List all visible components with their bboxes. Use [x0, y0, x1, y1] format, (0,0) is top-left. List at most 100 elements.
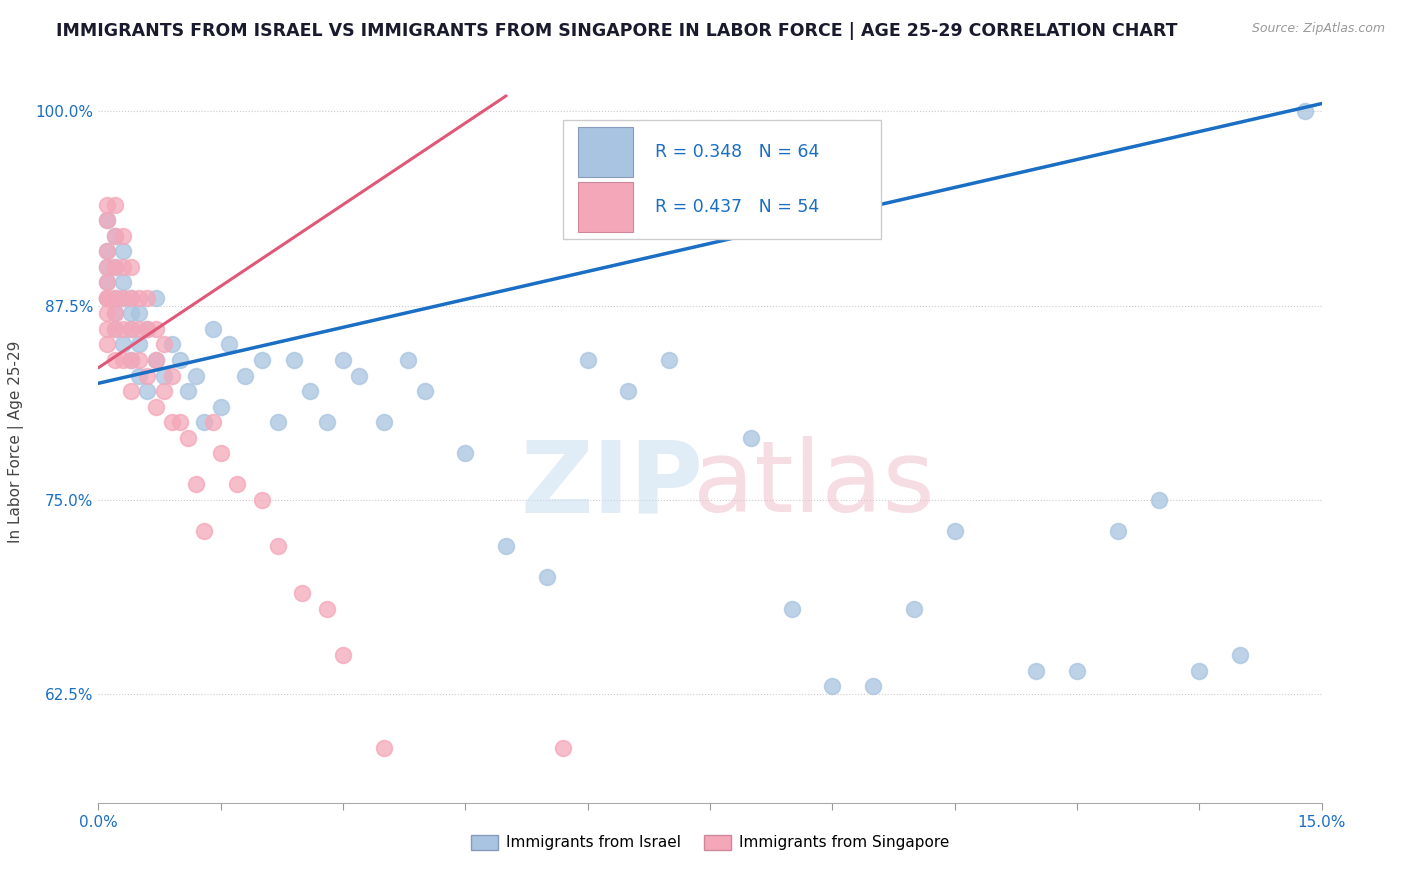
Point [299, 384, 322, 398]
Point [177, 431, 200, 445]
Point [862, 679, 884, 693]
Point [1066, 664, 1088, 678]
Point [315, 415, 337, 429]
Point [96, 306, 118, 320]
Point [658, 353, 681, 368]
FancyBboxPatch shape [578, 127, 633, 178]
Point [160, 368, 183, 383]
Point [250, 353, 273, 368]
Point [136, 384, 159, 398]
Point [821, 679, 844, 693]
Point [152, 337, 174, 351]
Point [226, 477, 249, 491]
Point [454, 446, 477, 460]
Point [104, 260, 127, 274]
Point [291, 586, 314, 600]
Point [145, 400, 167, 414]
Point [136, 322, 159, 336]
Point [177, 384, 200, 398]
Point [1107, 524, 1129, 538]
Point [128, 306, 150, 320]
Point [128, 291, 150, 305]
Point [145, 322, 167, 336]
Point [160, 415, 183, 429]
Point [104, 306, 127, 320]
Point [201, 415, 224, 429]
Point [96, 244, 118, 259]
Point [104, 353, 127, 368]
Point [267, 540, 290, 554]
Y-axis label: In Labor Force | Age 25-29: In Labor Force | Age 25-29 [8, 341, 24, 542]
Point [111, 337, 134, 351]
Legend: Immigrants from Israel, Immigrants from Singapore: Immigrants from Israel, Immigrants from … [464, 829, 956, 856]
Point [128, 322, 150, 336]
Point [128, 337, 150, 351]
Point [120, 322, 142, 336]
Point [152, 384, 174, 398]
Point [136, 368, 159, 383]
Point [349, 368, 371, 383]
Point [617, 384, 640, 398]
Point [209, 446, 232, 460]
Point [152, 368, 174, 383]
Point [145, 353, 167, 368]
Point [120, 384, 142, 398]
Point [96, 275, 118, 289]
Point [104, 291, 127, 305]
Point [128, 368, 150, 383]
Point [104, 228, 127, 243]
Point [1188, 664, 1211, 678]
Point [780, 601, 803, 615]
Point [413, 384, 436, 398]
Point [120, 306, 142, 320]
Point [96, 197, 118, 211]
Point [1229, 648, 1251, 663]
Point [96, 260, 118, 274]
Point [96, 337, 118, 351]
Point [120, 322, 142, 336]
Text: atlas: atlas [693, 436, 935, 533]
Point [104, 322, 127, 336]
Point [111, 322, 134, 336]
Point [128, 353, 150, 368]
Point [111, 244, 134, 259]
Point [104, 197, 127, 211]
Point [536, 570, 558, 584]
Point [169, 353, 191, 368]
Text: ZIP: ZIP [520, 436, 703, 533]
Point [96, 213, 118, 227]
Point [250, 492, 273, 507]
Point [120, 291, 142, 305]
Point [209, 400, 232, 414]
Point [576, 353, 599, 368]
Point [96, 275, 118, 289]
Point [553, 741, 575, 756]
Point [136, 322, 159, 336]
Point [201, 322, 224, 336]
Point [218, 337, 240, 351]
Point [136, 291, 159, 305]
Point [96, 213, 118, 227]
Point [111, 260, 134, 274]
Point [96, 291, 118, 305]
Point [495, 540, 517, 554]
Point [96, 322, 118, 336]
Point [283, 353, 305, 368]
Text: R = 0.348   N = 64: R = 0.348 N = 64 [655, 144, 820, 161]
Point [120, 353, 142, 368]
Point [186, 368, 208, 383]
Point [111, 228, 134, 243]
Point [332, 648, 354, 663]
Point [120, 291, 142, 305]
Point [903, 601, 925, 615]
Point [396, 353, 419, 368]
Point [120, 353, 142, 368]
FancyBboxPatch shape [578, 182, 633, 232]
Point [111, 291, 134, 305]
Point [267, 415, 290, 429]
Point [111, 353, 134, 368]
Point [104, 291, 127, 305]
Point [233, 368, 256, 383]
Point [111, 291, 134, 305]
Point [160, 337, 183, 351]
